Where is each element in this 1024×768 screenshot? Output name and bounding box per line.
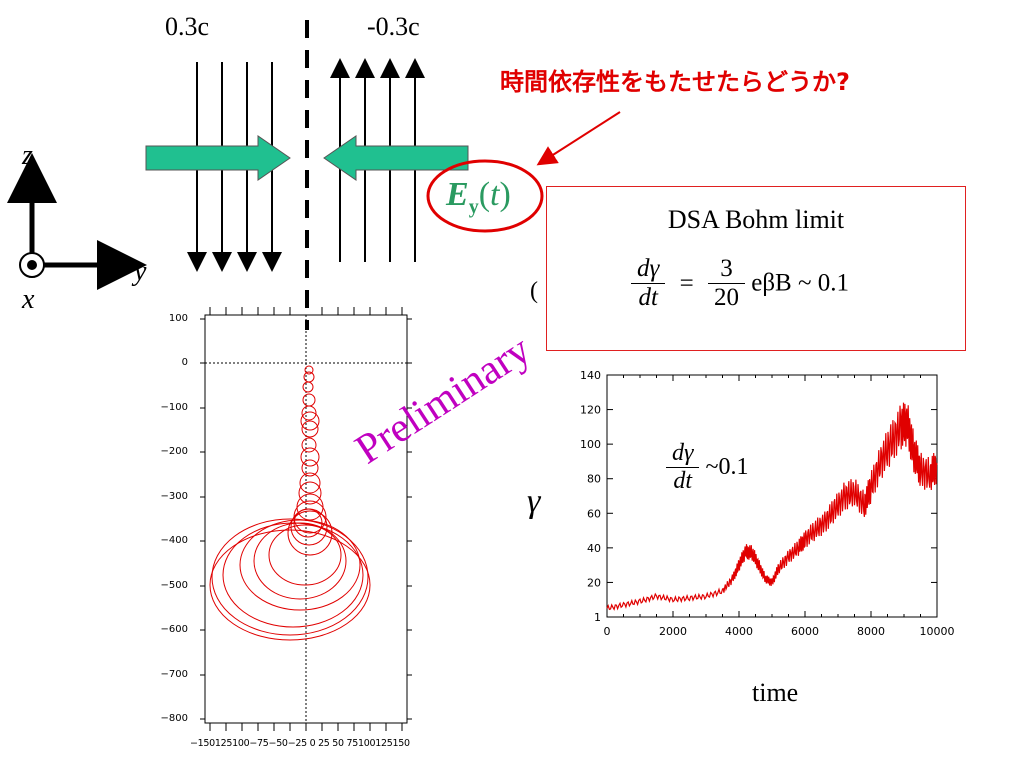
pointer-arrow bbox=[536, 111, 621, 166]
gamma-xtick-label: 2000 bbox=[659, 625, 687, 638]
traj-xlabel-3: −75 bbox=[249, 738, 269, 749]
axis-y-label: y bbox=[134, 256, 147, 287]
traj-xlabel-0: −150 bbox=[190, 738, 215, 749]
flow-arrow-left bbox=[323, 135, 469, 181]
velocity-right-label: -0.3c bbox=[367, 12, 420, 41]
axis-x-label: x bbox=[22, 284, 35, 315]
ey-open: ( bbox=[478, 176, 491, 213]
traj-ylabel-7: −600 bbox=[160, 624, 188, 635]
ey-E: E bbox=[446, 176, 469, 213]
gamma-axis-label: γ bbox=[527, 483, 541, 520]
axis-z-label: z bbox=[22, 140, 33, 171]
scene-diagram bbox=[7, 20, 621, 330]
traj-xlabel-5: −25 bbox=[287, 738, 307, 749]
traj-xlabel-2: 100 bbox=[232, 738, 250, 749]
gamma-xtick-label: 4000 bbox=[725, 625, 753, 638]
trajectory-y-ticks bbox=[200, 318, 412, 720]
gamma-xtick-label: 10000 bbox=[920, 625, 955, 638]
axis-icon bbox=[7, 153, 147, 290]
dsa-title: DSA Bohm limit bbox=[667, 205, 845, 234]
rate-den: dt bbox=[673, 468, 693, 494]
traj-ylabel-6: −500 bbox=[160, 580, 188, 591]
time-axis-label: time bbox=[752, 678, 799, 707]
traj-xlabel-4: −50 bbox=[268, 738, 288, 749]
traj-ylabel-5: −400 bbox=[160, 535, 188, 546]
traj-ylabel-3: −200 bbox=[160, 446, 188, 457]
ey-highlight-ellipse bbox=[426, 159, 544, 233]
traj-ylabel-9: −800 bbox=[160, 713, 188, 724]
traj-ylabel-0: 100 bbox=[168, 313, 188, 324]
traj-xlabel-9: 75 bbox=[346, 738, 359, 749]
traj-xlabel-11: 125 bbox=[375, 738, 393, 749]
traj-ylabel-1: 0 bbox=[181, 357, 188, 368]
gamma-ytick-label: 120 bbox=[580, 404, 601, 417]
traj-xlabels: −150125100−75−50−25 0 25 50 75100125150 bbox=[190, 738, 410, 749]
dsa-formula: dγ dt = 3 20 eβB ~ 0.1 bbox=[631, 255, 849, 312]
gamma-chart-frame bbox=[606, 374, 938, 618]
ey-t: t bbox=[490, 176, 500, 213]
gamma-ytick-label: 1 bbox=[594, 611, 601, 624]
traj-xlabel-8: 50 bbox=[332, 738, 344, 749]
dsa-tail: eβB ~ 0.1 bbox=[751, 269, 849, 297]
flow-arrow-right bbox=[145, 135, 291, 181]
gamma-ytick-label: 140 bbox=[580, 370, 601, 382]
dsa-coef-num: 3 bbox=[720, 255, 733, 282]
rate-num: dγ bbox=[672, 440, 694, 466]
velocity-left-label: 0.3c bbox=[165, 12, 210, 41]
rate-annotation: dγ dt ~0.1 bbox=[666, 440, 748, 495]
gamma-ytick-label: 40 bbox=[587, 542, 601, 555]
trajectory-circles bbox=[209, 365, 371, 641]
traj-xlabel-12: 150 bbox=[392, 738, 411, 749]
trajectory-x-ticks bbox=[209, 307, 403, 731]
gamma-xtick-label: 0 bbox=[604, 625, 611, 638]
hidden-paren: ( bbox=[530, 278, 538, 304]
dsa-den: dt bbox=[638, 284, 658, 311]
traj-ylabel-2: −100 bbox=[160, 402, 188, 413]
traj-xlabel-1: 125 bbox=[214, 738, 233, 749]
traj-xlabel-10: 100 bbox=[358, 738, 376, 749]
question-text: 時間依存性をもたせたらどうか? bbox=[500, 68, 850, 96]
traj-ylabel-8: −700 bbox=[160, 669, 188, 680]
gamma-ytick-label: 100 bbox=[580, 438, 601, 451]
gamma-ytick-label: 60 bbox=[587, 507, 601, 520]
trajectory-plot bbox=[200, 307, 412, 731]
ey-sub: y bbox=[468, 195, 479, 218]
gamma-ytick-label: 80 bbox=[587, 473, 601, 486]
traj-xlabel-6: 0 bbox=[309, 738, 316, 749]
ey-close: ) bbox=[499, 176, 511, 213]
dsa-eq: = bbox=[679, 269, 694, 297]
dsa-coef-den: 20 bbox=[713, 284, 739, 311]
gamma-series-line bbox=[606, 402, 938, 611]
dsa-box: DSA Bohm limit dγ dt = 3 20 eβB ~ 0.1 bbox=[546, 186, 966, 351]
dsa-num: dγ bbox=[637, 255, 660, 282]
gamma-ytick-label: 20 bbox=[587, 576, 601, 589]
traj-ylabel-4: −300 bbox=[160, 491, 188, 502]
rate-tail: ~0.1 bbox=[705, 454, 749, 480]
gamma-xtick-label: 6000 bbox=[791, 625, 819, 638]
traj-xlabel-7: 25 bbox=[318, 738, 330, 749]
ey-label: Ey(t) bbox=[446, 176, 511, 219]
gamma-xtick-label: 8000 bbox=[857, 625, 885, 638]
